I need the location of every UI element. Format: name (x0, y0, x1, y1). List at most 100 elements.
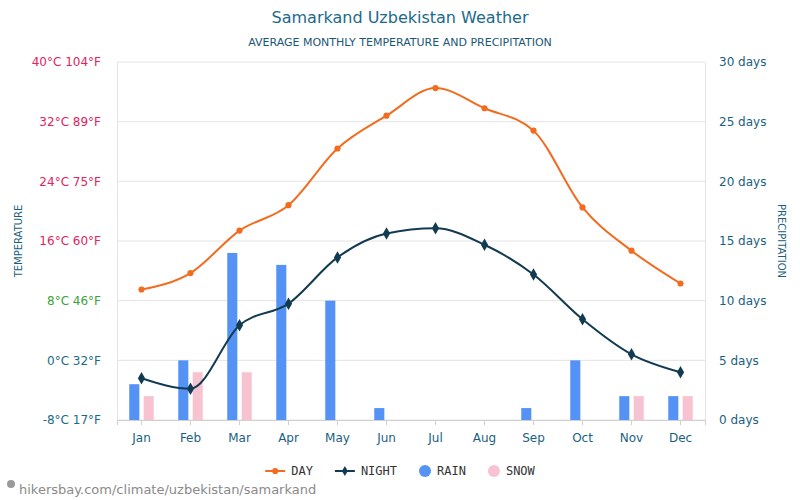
bar (570, 360, 580, 420)
marker (334, 145, 340, 151)
x-tick: Jul (427, 420, 442, 445)
legend-item: NIGHT (335, 464, 397, 478)
marker (481, 238, 488, 250)
bar (242, 372, 252, 420)
y2-tick: 25 days (705, 115, 766, 129)
x-tick-mark (190, 420, 191, 425)
grid (117, 62, 705, 420)
y2-tick: 10 days (705, 294, 766, 308)
grid-line (117, 62, 705, 63)
bar (374, 408, 384, 420)
x-tick: Jan (131, 420, 151, 445)
grid-line (117, 300, 705, 301)
x-tick-mark (386, 420, 387, 425)
bar (423, 420, 433, 421)
x-tick-label: Jul (427, 431, 442, 445)
x-tick-label: Jan (131, 431, 151, 445)
legend-item: RAIN (419, 464, 466, 478)
legend-swatch (488, 465, 500, 477)
x-tick-mark (288, 420, 289, 425)
bar (668, 396, 678, 420)
y-axis: -8°C 17°F 0°C 32°F 8°C 46°F 16°C 60°F 24°C 7… (32, 55, 118, 427)
bar (193, 372, 203, 420)
bar (291, 420, 301, 421)
y2-tick-label: 20 days (719, 175, 766, 189)
marker (334, 251, 341, 263)
marker (677, 366, 684, 378)
marker (579, 313, 586, 325)
y-tick-label: 0°C 32°F (47, 354, 101, 368)
y-tick: 24°C 75°F (39, 175, 117, 189)
marker (236, 227, 242, 233)
x-tick-mark (239, 420, 240, 425)
x-tick: Mar (228, 420, 251, 445)
marker (530, 128, 536, 134)
bar (178, 360, 188, 420)
legend-item: SNOW (488, 464, 536, 478)
x-tick: Nov (620, 420, 643, 445)
line-series (138, 222, 684, 395)
y-tick-label: 40°C 104°F (32, 55, 101, 69)
grid-line (117, 121, 705, 122)
legend-swatch (419, 465, 431, 477)
bar (634, 396, 644, 420)
x-tick-label: Aug (473, 431, 496, 445)
x-tick: Jun (376, 420, 396, 445)
y2-axis-line (705, 63, 706, 421)
y2-tick: 15 days (705, 234, 766, 248)
line (142, 228, 681, 388)
y-tick: -8°C 17°F (43, 413, 117, 427)
y-tick: 16°C 60°F (39, 234, 117, 248)
source-text: hikersbay.com/climate/uzbekistan/samarka… (19, 482, 316, 497)
x-axis: JanFebMarAprMayJunJulAugSepOctNovDec (118, 420, 706, 445)
legend-item: DAY (265, 464, 313, 478)
bar (276, 265, 286, 420)
legend-swatch-marker (342, 466, 348, 476)
bar (521, 408, 531, 420)
bar (340, 420, 350, 421)
x-tick-label: Mar (228, 431, 251, 445)
y-axis-line (117, 63, 118, 421)
bar (536, 420, 546, 421)
y2-tick: 30 days (705, 55, 766, 69)
y2-tick: 0 days (705, 413, 759, 427)
legend-label: RAIN (437, 464, 466, 478)
x-tick-mark (484, 420, 485, 425)
y-tick: 32°C 89°F (39, 115, 117, 129)
chart-root: Samarkand Uzbekistan Weather AVERAGE MONT… (0, 0, 800, 500)
y2-tick-label: 10 days (719, 294, 766, 308)
marker (138, 372, 145, 384)
marker (138, 286, 144, 292)
x-tick-mark (435, 420, 436, 425)
bar (438, 420, 448, 421)
x-tick-label: Nov (620, 431, 643, 445)
bar (683, 396, 693, 420)
grid-line (117, 181, 705, 182)
x-tick-label: Oct (572, 431, 593, 445)
y2-tick-label: 0 days (719, 413, 759, 427)
legend-label: DAY (291, 464, 313, 478)
x-tick: Feb (180, 420, 201, 445)
y-tick-label: 8°C 46°F (47, 294, 101, 308)
y2-tick-label: 25 days (719, 115, 766, 129)
x-tick-label: May (325, 431, 350, 445)
subtitle: AVERAGE MONTHLY TEMPERATURE AND PRECIPIT… (248, 36, 552, 49)
marker (383, 113, 389, 119)
bar (619, 396, 629, 420)
x-axis-line (118, 421, 706, 426)
plot-area (129, 85, 693, 420)
marker (432, 85, 438, 91)
x-tick: May (325, 420, 350, 445)
x-tick: Apr (278, 420, 299, 445)
x-tick-mark (631, 420, 632, 425)
x-tick-mark (582, 420, 583, 425)
y-tick-label: 32°C 89°F (39, 115, 101, 129)
line (142, 88, 681, 289)
y2-tick: 20 days (705, 175, 766, 189)
y-axis-title: TEMPERATURE (13, 205, 24, 279)
bar (227, 253, 237, 420)
x-tick-label: Apr (278, 431, 299, 445)
title: Samarkand Uzbekistan Weather (272, 8, 529, 27)
marker (579, 204, 585, 210)
source-icon (7, 480, 15, 488)
